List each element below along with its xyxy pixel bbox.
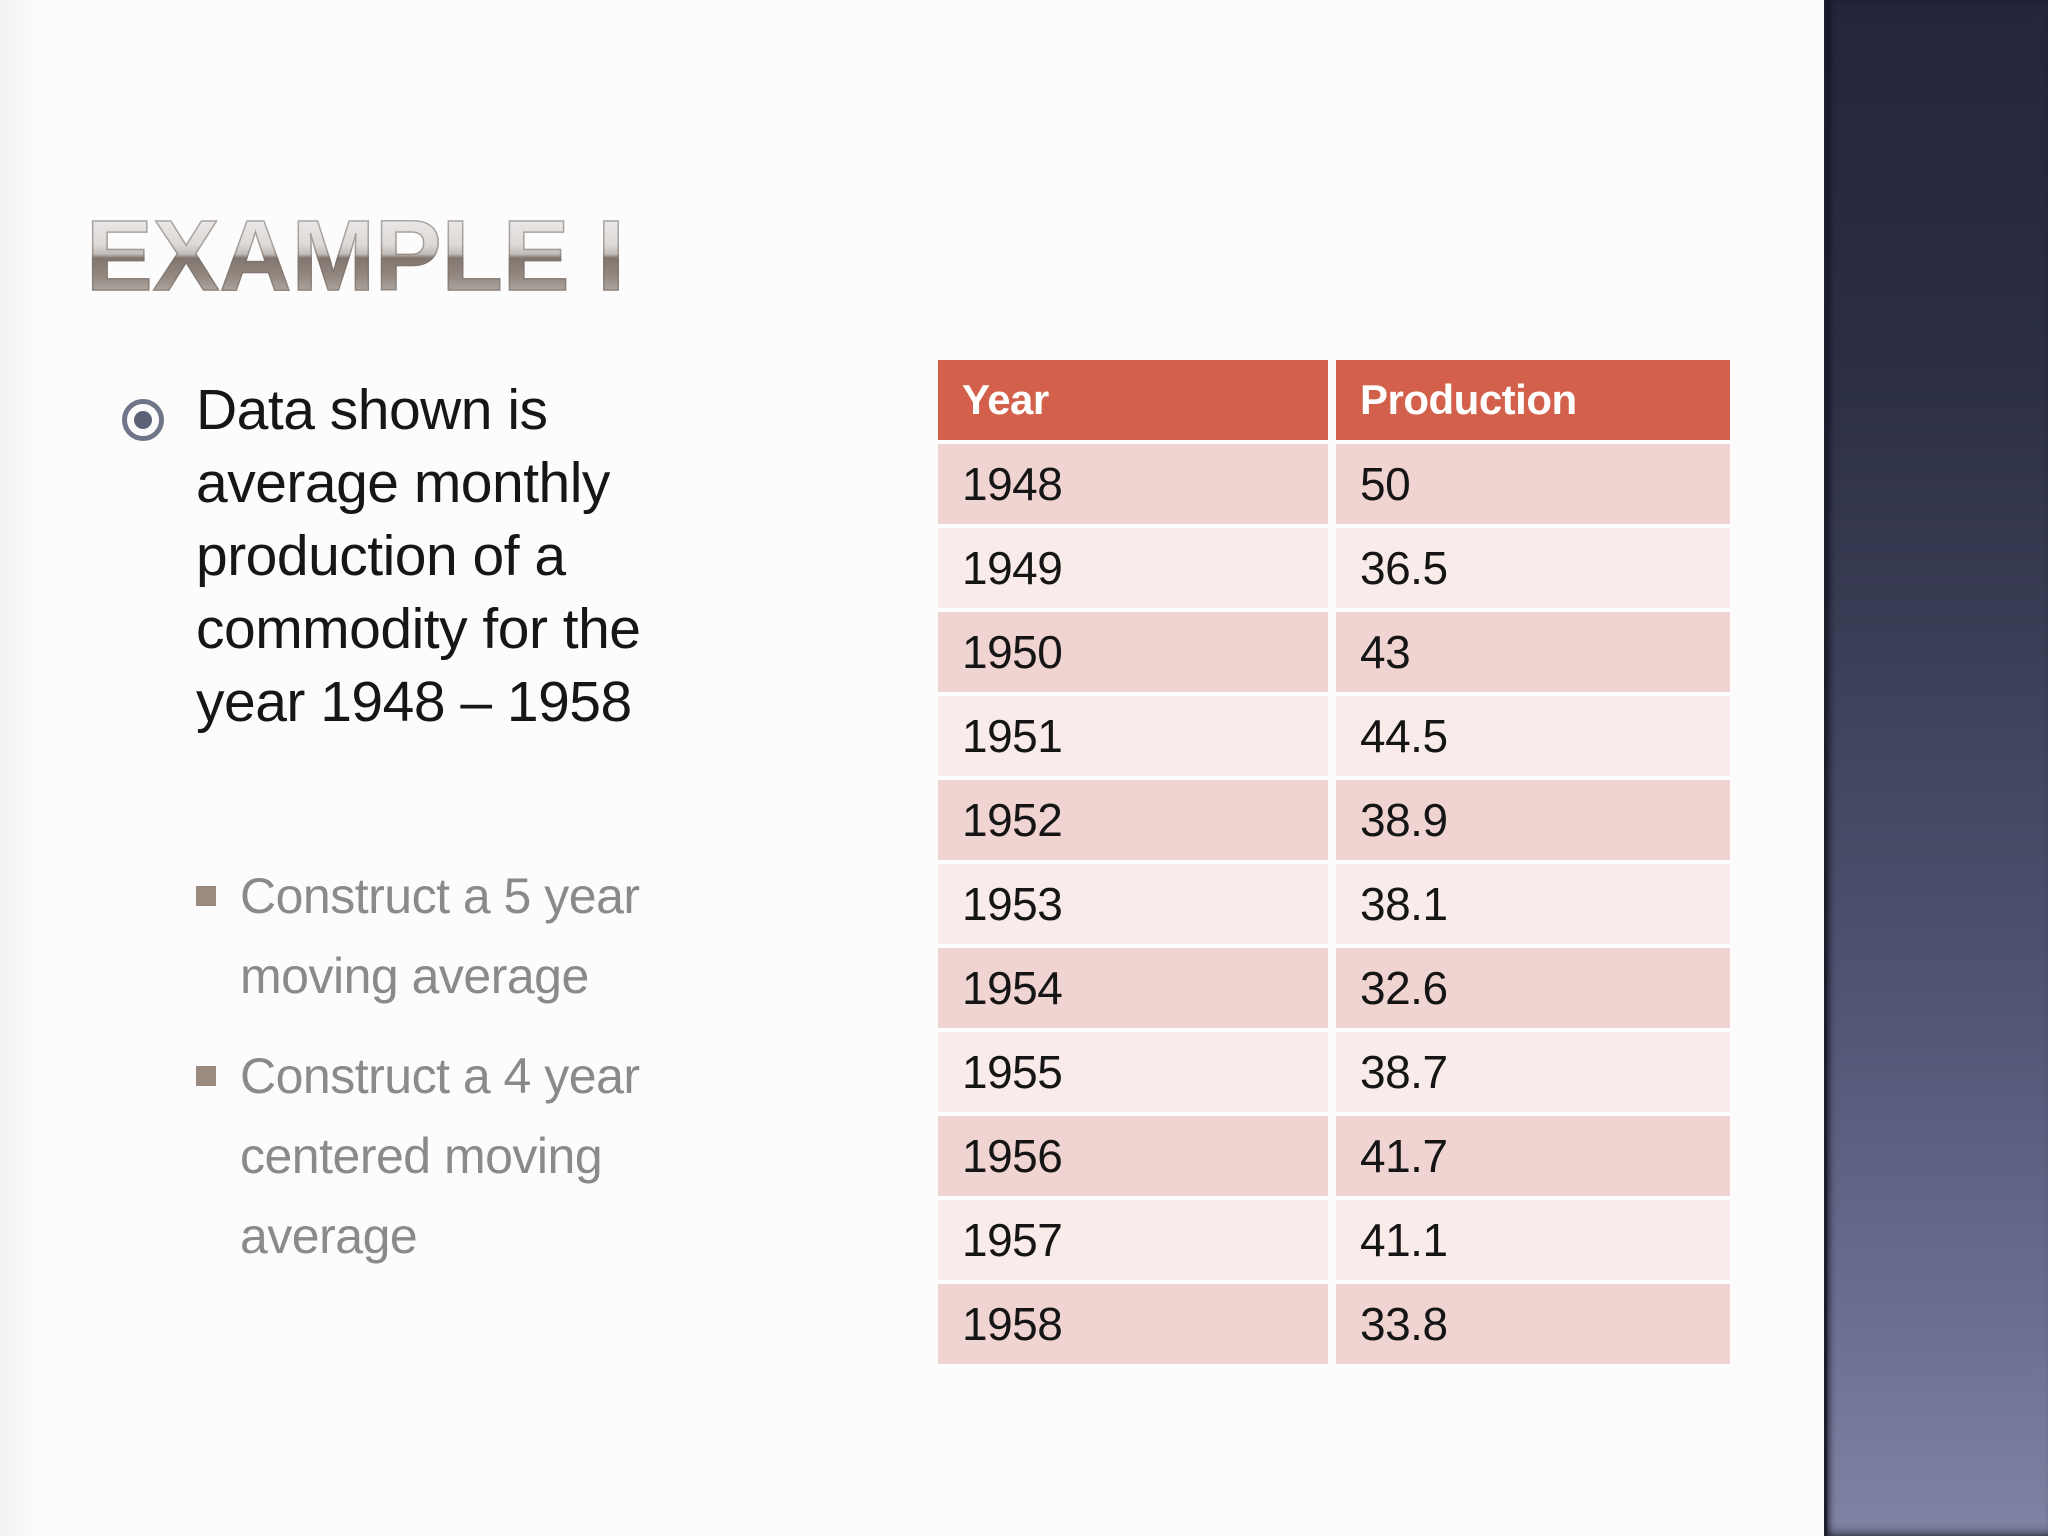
table-cell-year: 1948 (938, 444, 1328, 524)
table-cell-year: 1949 (938, 528, 1328, 608)
right-sidebar-panel (1824, 0, 2048, 1536)
table-cell-year: 1958 (938, 1284, 1328, 1364)
table-cell-production: 41.7 (1336, 1116, 1730, 1196)
table-cell-production: 38.7 (1336, 1032, 1730, 1112)
table-cell-year: 1951 (938, 696, 1328, 776)
sub-bullet-item: Construct a 5 year moving average (196, 856, 640, 1016)
table-cell-year: 1950 (938, 612, 1328, 692)
bullet-list: Data shown is average monthly production… (122, 378, 782, 739)
table-cell-production: 44.5 (1336, 696, 1730, 776)
sub-bullet-item: Construct a 4 year centered moving avera… (196, 1036, 640, 1276)
table-cell-production: 38.9 (1336, 780, 1730, 860)
table-cell-production: 41.1 (1336, 1200, 1730, 1280)
sub-bullet-list: Construct a 5 year moving average Constr… (196, 856, 640, 1276)
sub-bullet-text: Construct a 5 year moving average (240, 868, 640, 1004)
bullet-text: Data shown is average monthly production… (196, 378, 641, 734)
table-cell-year: 1955 (938, 1032, 1328, 1112)
square-bullet-icon (196, 1066, 216, 1086)
table-cell-production: 36.5 (1336, 528, 1730, 608)
table-cell-production: 33.8 (1336, 1284, 1730, 1364)
table-cell-year: 1956 (938, 1116, 1328, 1196)
table-cell-year: 1957 (938, 1200, 1328, 1280)
square-bullet-icon (196, 886, 216, 906)
bullet-item: Data shown is average monthly production… (122, 378, 782, 739)
table-cell-production: 43 (1336, 612, 1730, 692)
table-header-cell-year: Year (938, 360, 1328, 440)
data-table: Year Production 1948 50 1949 36.5 1950 43 1951… (938, 360, 1730, 1364)
table-cell-production: 38.1 (1336, 864, 1730, 944)
table-cell-year: 1954 (938, 948, 1328, 1028)
table-cell-year: 1953 (938, 864, 1328, 944)
circle-bullet-icon (122, 399, 164, 441)
table-cell-year: 1952 (938, 780, 1328, 860)
sub-bullet-text: Construct a 4 year centered moving avera… (240, 1048, 640, 1264)
table-cell-production: 50 (1336, 444, 1730, 524)
table-header-cell-production: Production (1336, 360, 1730, 440)
table-cell-production: 32.6 (1336, 948, 1730, 1028)
page-title: EXAMPLE I (85, 200, 625, 312)
